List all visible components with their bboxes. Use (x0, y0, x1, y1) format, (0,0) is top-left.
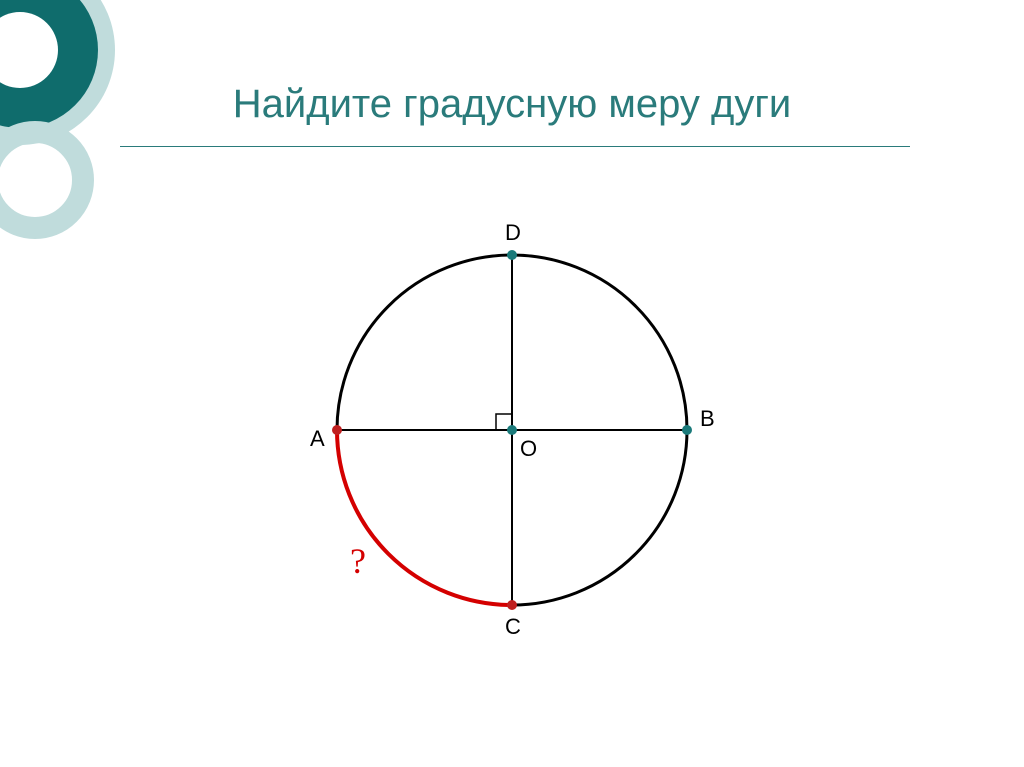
label-c: C (505, 614, 521, 640)
point-c (507, 600, 517, 610)
deco-small-ring (0, 132, 83, 228)
deco-inner-hole (0, 12, 58, 88)
label-o: O (520, 436, 537, 462)
point-a (332, 425, 342, 435)
label-d: D (505, 220, 521, 246)
point-o (507, 425, 517, 435)
point-b (682, 425, 692, 435)
point-d (507, 250, 517, 260)
question-mark: ? (350, 540, 366, 582)
page-title: Найдите градусную меру дуги (0, 82, 1024, 127)
label-a: A (310, 426, 325, 452)
label-b: B (700, 406, 715, 432)
title-underline (120, 146, 910, 147)
geometry-diagram: D A B O C ? (262, 200, 762, 700)
